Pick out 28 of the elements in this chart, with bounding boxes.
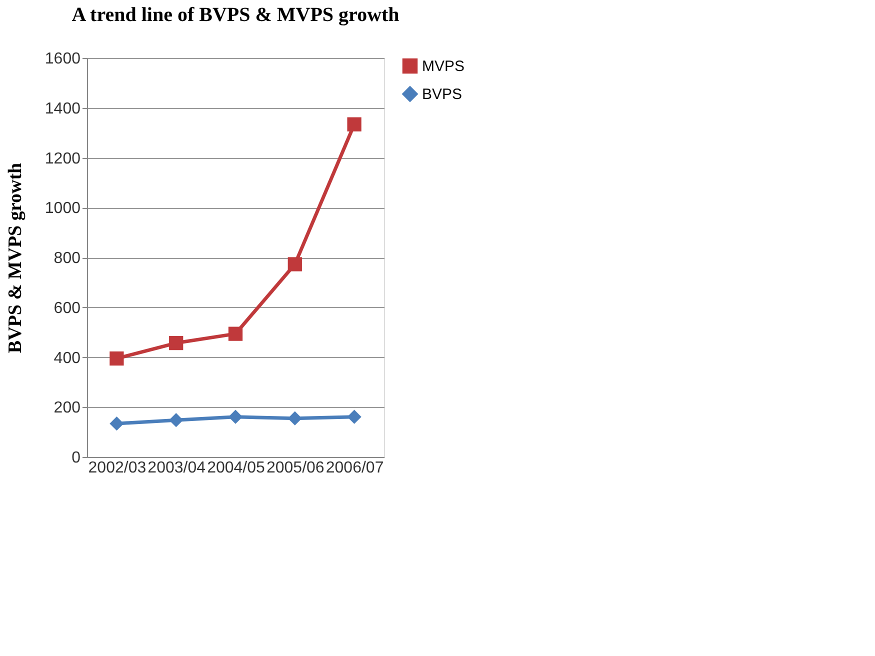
legend-label: BVPS bbox=[422, 86, 462, 103]
point bbox=[288, 257, 302, 272]
x-tick-label: 2005/06 bbox=[266, 460, 324, 476]
y-tick-label: 0 bbox=[72, 450, 81, 466]
y-tick-label: 1200 bbox=[44, 150, 81, 168]
y-axis-title: BVPS & MVPS growth bbox=[4, 162, 26, 354]
point bbox=[169, 413, 184, 428]
y-tick-label: 200 bbox=[54, 400, 81, 417]
x-tick-label: 2003/04 bbox=[148, 460, 206, 476]
point bbox=[228, 410, 243, 424]
point bbox=[288, 411, 302, 426]
legend-label: MVPS bbox=[422, 58, 465, 75]
point bbox=[110, 416, 124, 431]
y-tick-label: 600 bbox=[54, 300, 81, 317]
x-tick-label: 2002/03 bbox=[88, 460, 146, 476]
y-tick-label: 1400 bbox=[44, 100, 81, 118]
point bbox=[110, 351, 124, 366]
y-tick-label: 1600 bbox=[44, 50, 81, 68]
x-tick-label: 2004/05 bbox=[207, 460, 266, 476]
y-tick-label: 400 bbox=[54, 350, 81, 367]
point bbox=[347, 117, 362, 132]
y-tick-label: 800 bbox=[54, 250, 81, 267]
chart-title: A trend line of BVPS & MVPS growth bbox=[72, 4, 400, 26]
point bbox=[228, 326, 243, 341]
x-tick-label: 2006/07 bbox=[326, 460, 384, 476]
point bbox=[169, 336, 184, 350]
point bbox=[347, 410, 362, 424]
y-tick-label: 1000 bbox=[44, 200, 81, 218]
